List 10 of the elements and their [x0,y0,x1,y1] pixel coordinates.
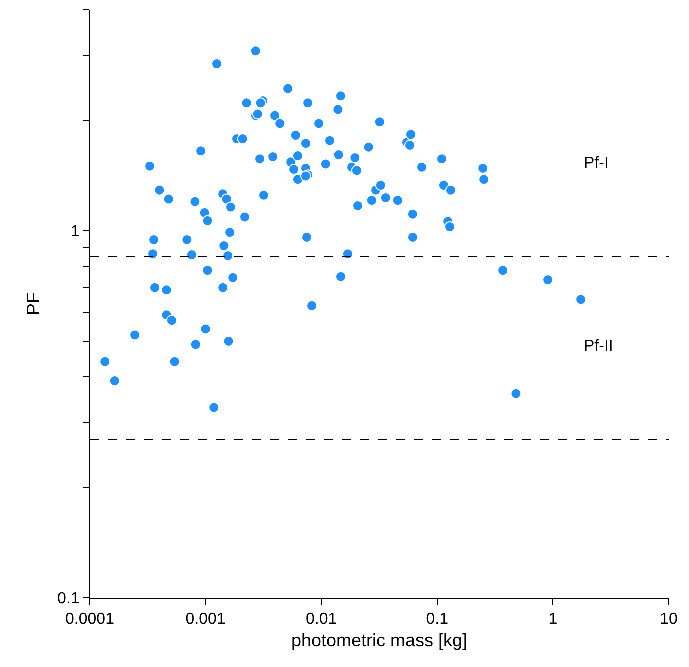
x-tick-label: 0.1 [426,611,449,628]
annotation: Pf-II [584,338,614,355]
x-tick-label: 0.01 [306,611,338,628]
x-tick-label: 1 [548,611,558,628]
x-tick-label: 0.0001 [66,611,115,628]
x-tick-label: 0.001 [186,611,226,628]
x-tick-label: 10 [660,611,678,628]
y-axis-title: PF [24,292,44,316]
annotation: Pf-I [584,155,609,172]
x-axis-title: photometric mass [kg] [291,630,468,650]
